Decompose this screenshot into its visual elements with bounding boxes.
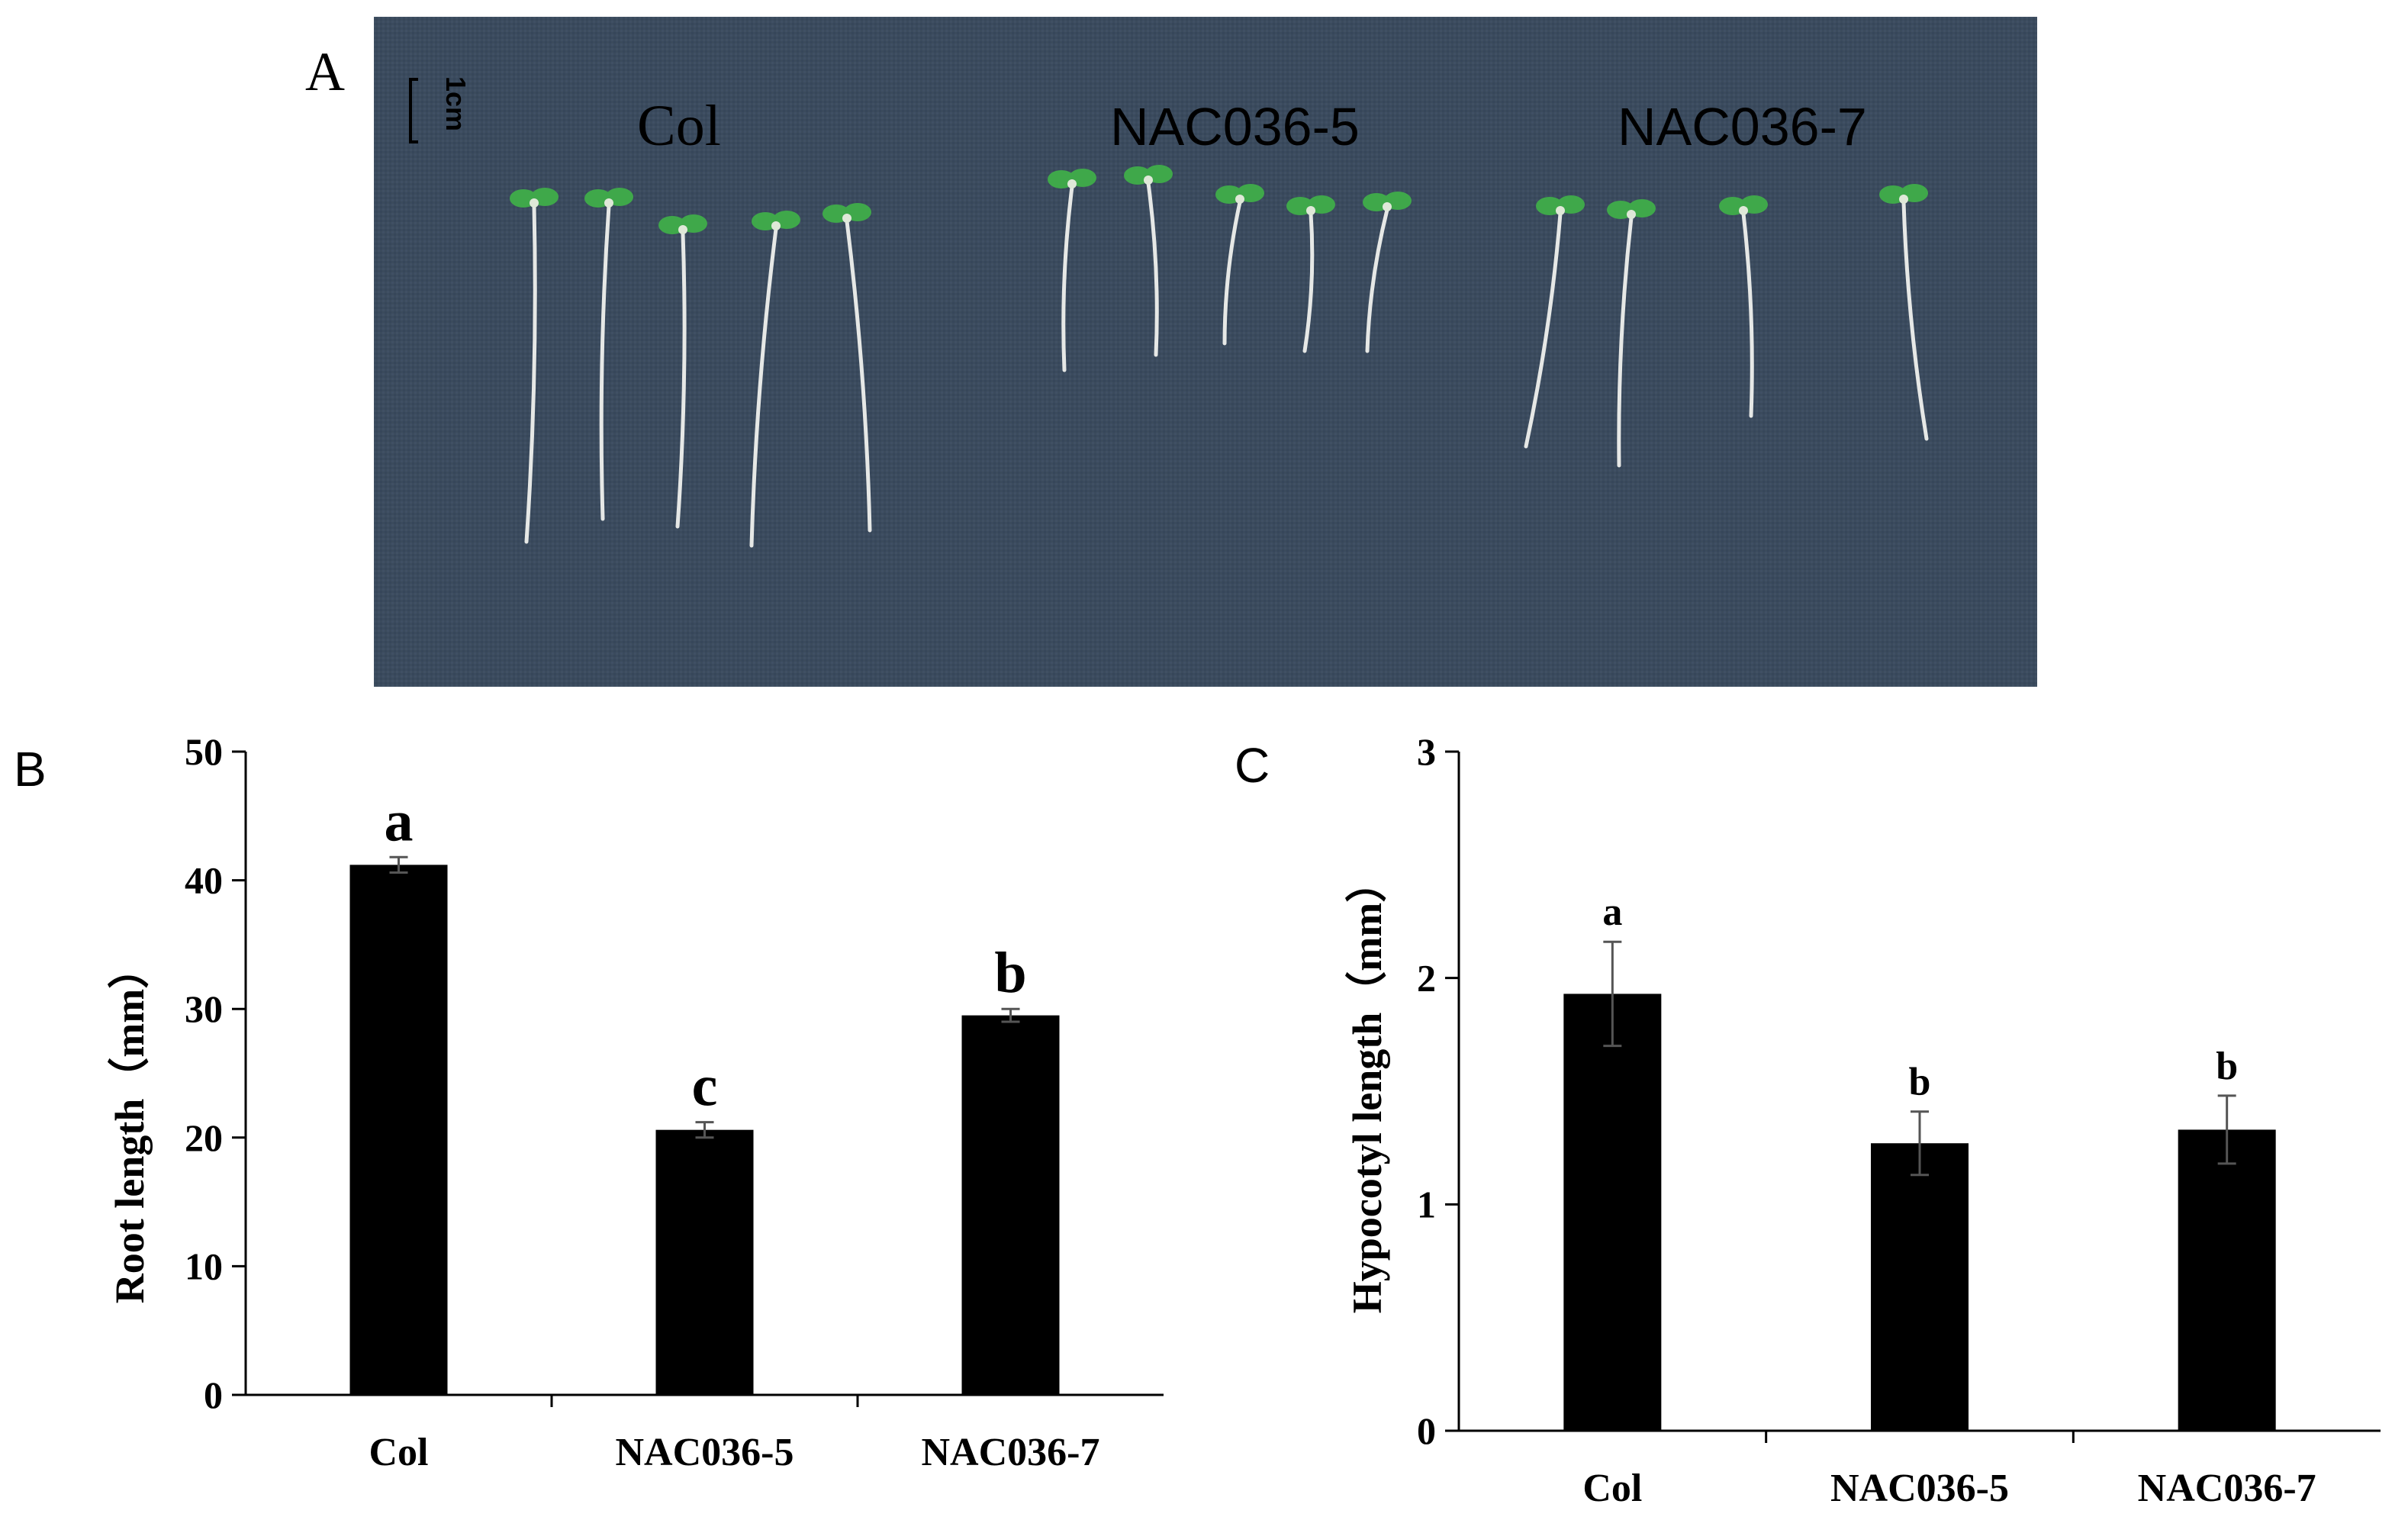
seedling <box>658 214 707 529</box>
error-bar <box>1001 1007 1020 1023</box>
y-tick-label: 3 <box>1417 730 1436 773</box>
chart-b: 0 10 20 30 40 50 a Col c NAC036-5 b NAC036-7 <box>185 730 1164 1474</box>
error-bar <box>2217 1094 2236 1165</box>
seedling <box>584 188 633 521</box>
seedling <box>1879 184 1929 441</box>
seedling <box>1363 192 1412 353</box>
seedling <box>1607 199 1656 468</box>
panel-b-letter: B <box>14 742 47 797</box>
photo-label-col: Col <box>637 94 721 158</box>
seedling <box>749 211 800 548</box>
significance-label: b <box>1909 1061 1931 1104</box>
photo-label-nac036-5: NAC036-5 <box>1110 97 1360 156</box>
seedling <box>1215 184 1264 346</box>
bar <box>2178 1129 2276 1431</box>
seedling <box>510 188 559 544</box>
chart-c-y-axis-title: Hypocotyl length（mm） <box>1344 862 1390 1313</box>
category-label: NAC036-7 <box>922 1431 1100 1474</box>
significance-label: c <box>692 1055 718 1119</box>
significance-label: b <box>994 941 1026 1005</box>
bar <box>349 865 448 1395</box>
y-tick-label: 50 <box>185 730 223 773</box>
y-tick-label: 10 <box>185 1245 223 1287</box>
category-label: Col <box>1582 1467 1642 1510</box>
y-tick-label: 0 <box>204 1374 223 1416</box>
y-tick-label: 1 <box>1417 1183 1436 1225</box>
photo-label-nac036-7: NAC036-7 <box>1618 97 1867 156</box>
seedling <box>1524 195 1585 449</box>
seedling <box>1286 195 1335 353</box>
chart-c: 0 1 2 3 a Col b NAC036-5 b NAC036-7 <box>1417 730 2381 1510</box>
seedling <box>823 203 872 533</box>
category-label: NAC036-5 <box>1830 1467 2009 1510</box>
bar <box>1871 1143 1969 1431</box>
category-label: NAC036-7 <box>2138 1467 2316 1510</box>
significance-label: a <box>1602 890 1622 934</box>
error-bar <box>389 855 408 874</box>
y-tick-label: 0 <box>1417 1409 1436 1452</box>
panel-c-letter: C <box>1235 738 1270 793</box>
panel-a-letter: A <box>305 41 345 102</box>
bar <box>1563 994 1662 1431</box>
y-tick-label: 20 <box>185 1116 223 1159</box>
seedlings <box>510 165 1929 548</box>
error-bar <box>695 1121 714 1139</box>
photo-background <box>374 17 2037 687</box>
category-label: Col <box>369 1431 429 1474</box>
scale-bar-label: 1cm <box>440 76 472 131</box>
chart-b-y-axis-title: Root length（mm） <box>107 948 153 1303</box>
error-bar <box>1603 940 1622 1048</box>
y-tick-label: 30 <box>185 987 223 1030</box>
y-tick-label: 40 <box>185 859 223 902</box>
bar <box>961 1015 1060 1395</box>
seedling-photo: 1cm Col NAC036-5 NAC036-7 <box>374 17 2037 687</box>
scale-bar: 1cm <box>409 76 472 143</box>
y-tick-label: 2 <box>1417 957 1436 1000</box>
error-bar <box>1911 1110 1929 1177</box>
significance-label: a <box>385 789 414 853</box>
seedling <box>1719 195 1768 418</box>
significance-label: b <box>2216 1045 2238 1088</box>
bar <box>655 1129 754 1395</box>
seedling <box>1048 169 1096 372</box>
category-label: NAC036-5 <box>616 1431 794 1474</box>
seedling <box>1124 165 1173 357</box>
